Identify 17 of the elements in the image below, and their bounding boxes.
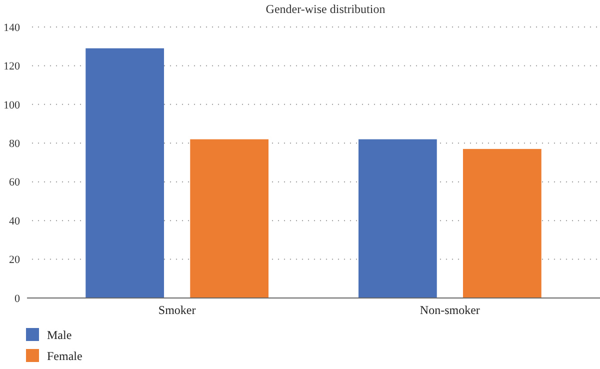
y-tick-label: 120	[4, 60, 20, 73]
y-tick-label: 80	[9, 138, 20, 150]
bar	[190, 139, 269, 298]
y-tick-label: 20	[9, 254, 20, 266]
bar	[462, 148, 542, 298]
y-tick-label: 0	[14, 292, 20, 305]
y-tick-label: 140	[4, 22, 20, 34]
y-tick-label: 60	[9, 176, 20, 189]
legend-label: Male	[47, 328, 72, 342]
bar	[358, 139, 437, 298]
x-tick-label: Smoker	[158, 303, 196, 317]
y-tick-label: 100	[4, 99, 20, 112]
y-tick-label: 40	[9, 215, 20, 228]
chart-title: Gender-wise distribution	[266, 2, 386, 16]
x-tick-label: Non-smoker	[420, 303, 480, 317]
legend-label: Female	[47, 349, 82, 364]
bar	[86, 48, 164, 298]
